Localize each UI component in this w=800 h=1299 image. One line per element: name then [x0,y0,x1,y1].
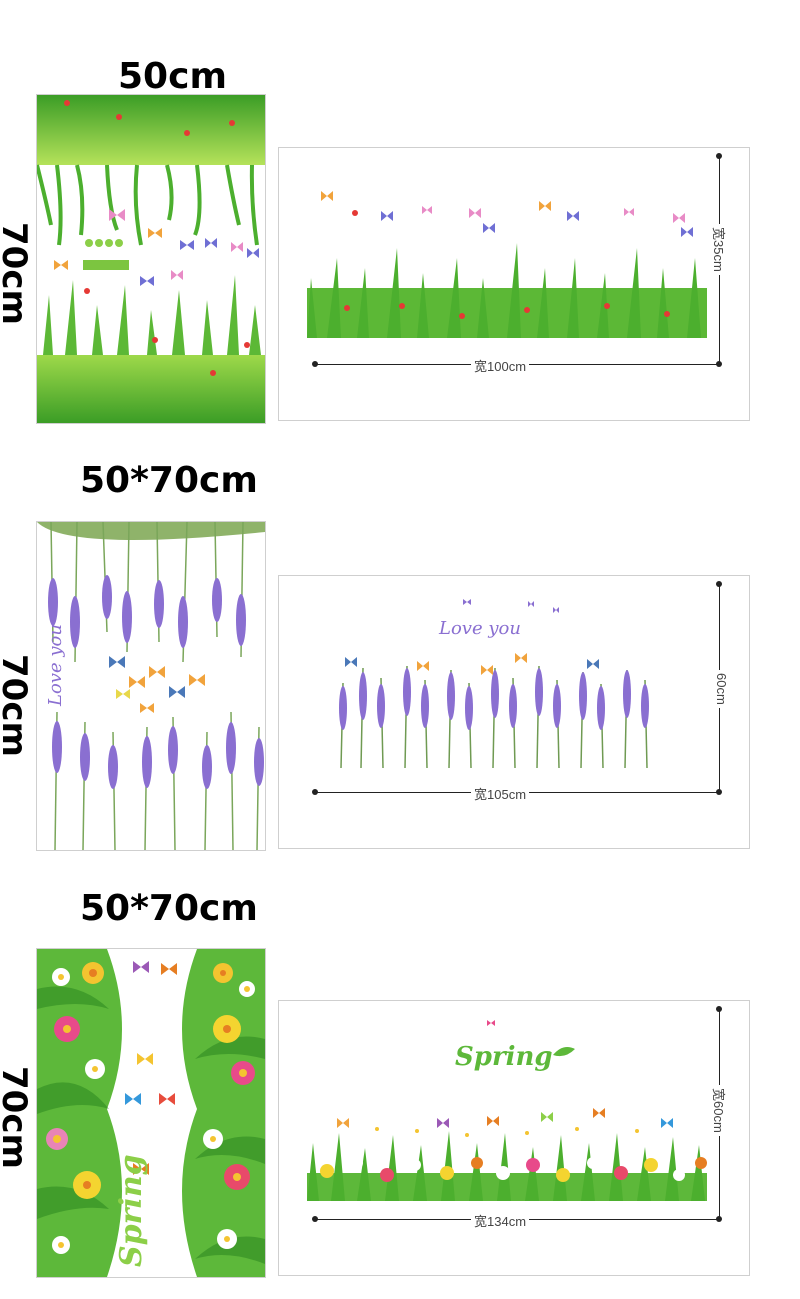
preview-height-label: 60cm [714,670,729,708]
spring-sheet-artwork: Spring [37,949,265,1277]
preview-script-text: Love you [438,618,521,639]
preview-width-label: 宽105cm [471,784,530,803]
preview-width-label: 宽134cm [471,1211,530,1230]
grass-sheet-artwork [37,95,265,423]
spring-border-artwork: Spring [307,1020,707,1201]
sheet-height-label: 70cm [0,654,34,757]
preview-panel-spring: Spring 宽134cm 宽60cm [278,1000,750,1276]
sheet-script-text: Love you [45,624,66,707]
dimension-endpoint [312,789,318,795]
dimension-endpoint [716,581,722,587]
dimension-endpoint [312,361,318,367]
sheet-script-text: Spring [114,1154,149,1267]
dimension-endpoint [716,1216,722,1222]
preview-script-text: Spring [455,1042,553,1072]
sheet-width-label: 50*70cm [80,460,258,501]
sticker-sheet-lavender: Love you [36,521,266,851]
lavender-border-artwork: Love you [339,599,649,768]
grass-border-artwork [307,191,707,338]
dimension-endpoint [716,361,722,367]
sheet-width-label: 50cm [118,56,227,97]
dimension-endpoint [716,789,722,795]
sticker-sheet-spring: Spring [36,948,266,1278]
sheet-height-label: 70cm [0,1066,34,1169]
dimension-endpoint [716,153,722,159]
sheet-height-label: 70cm [0,222,34,325]
sheet-width-label: 50*70cm [80,888,258,929]
lavender-sheet-artwork: Love you [37,522,265,850]
preview-height-label: 宽60cm [710,1085,729,1136]
dimension-endpoint [716,1006,722,1012]
preview-height-label: 宽35cm [710,224,729,275]
dimension-endpoint [312,1216,318,1222]
sticker-sheet-grass [36,94,266,424]
preview-panel-grass: 宽100cm 宽35cm [278,147,750,421]
preview-panel-lavender: Love you 宽105cm 60cm [278,575,750,849]
preview-width-label: 宽100cm [471,356,530,375]
